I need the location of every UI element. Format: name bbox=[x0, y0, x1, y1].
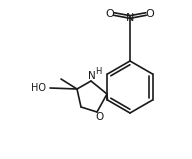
Text: O: O bbox=[96, 112, 104, 122]
Text: N: N bbox=[88, 71, 96, 81]
Text: H: H bbox=[95, 68, 101, 76]
Text: HO: HO bbox=[31, 83, 46, 93]
Text: N: N bbox=[126, 13, 134, 23]
Text: O: O bbox=[106, 9, 114, 19]
Text: O: O bbox=[146, 9, 154, 19]
